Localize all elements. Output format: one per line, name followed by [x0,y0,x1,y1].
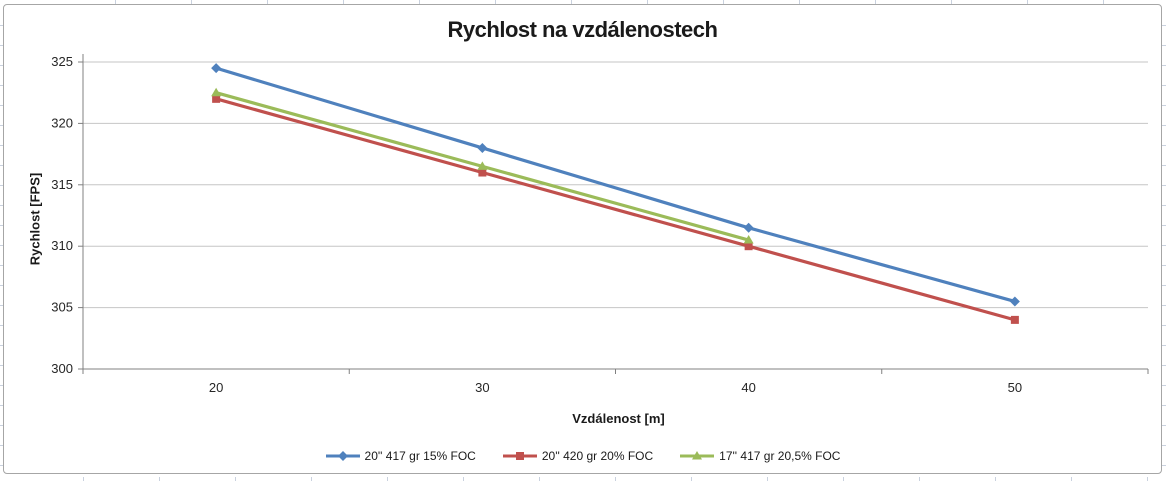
series-line-0 [214,66,1017,304]
x-tick-label: 30 [475,380,489,395]
series-line-1 [214,97,1017,322]
triangle-data-point [211,87,222,97]
x-axis-title: Vzdálenost [m] [572,411,665,426]
y-tick-label: 325 [51,54,73,69]
legend-item-0[interactable]: 20'' 417 gr 15% FOC [325,449,476,463]
diamond-data-point [1009,296,1020,307]
legend-label: 20'' 420 gr 20% FOC [541,449,654,463]
y-tick-label: 320 [51,115,73,130]
square-legend-marker-icon [502,452,537,460]
chart-title: Rychlost na vzdálenostech [447,17,718,42]
y-tick-label: 300 [51,361,73,376]
x-tick-label: 50 [1008,380,1022,395]
y-tick-label: 305 [51,300,73,315]
diamond-data-point [211,63,222,74]
legend[interactable]: 20'' 417 gr 15% FOC 20'' 420 gr 20% FOC 17… [4,449,1161,463]
triangle-legend-marker-icon [680,451,715,460]
x-tick-label: 20 [209,380,223,395]
legend-label: 17'' 417 gr 20,5% FOC [719,449,841,463]
legend-item-2[interactable]: 17'' 417 gr 20,5% FOC [679,449,840,463]
square-data-point [212,94,221,103]
diamond-data-point [477,142,488,153]
x-tick-label: 40 [741,380,755,395]
triangle-data-point [477,161,488,170]
legend-label: 20'' 417 gr 15% FOC [364,449,476,463]
chart-frame[interactable]: Rychlost na vzdálenostech 300 305 310 315 32… [3,4,1162,474]
diamond-data-point [743,222,754,233]
diamond-legend-marker-icon [325,451,360,461]
square-data-point [1010,315,1019,324]
y-tick-label: 315 [51,177,73,192]
legend-item-1[interactable]: 20'' 420 gr 20% FOC [502,449,653,463]
y-tick-label: 310 [51,238,73,253]
square-data-point [744,242,753,251]
square-data-point [478,168,487,177]
triangle-data-point [743,235,754,244]
y-axis-title: Rychlost [FPS] [27,172,43,266]
worksheet-gridline-ticks-bottom [8,477,1166,481]
plot-area: 300 305 310 315 320 325 20 30 40 50 [51,54,1149,395]
